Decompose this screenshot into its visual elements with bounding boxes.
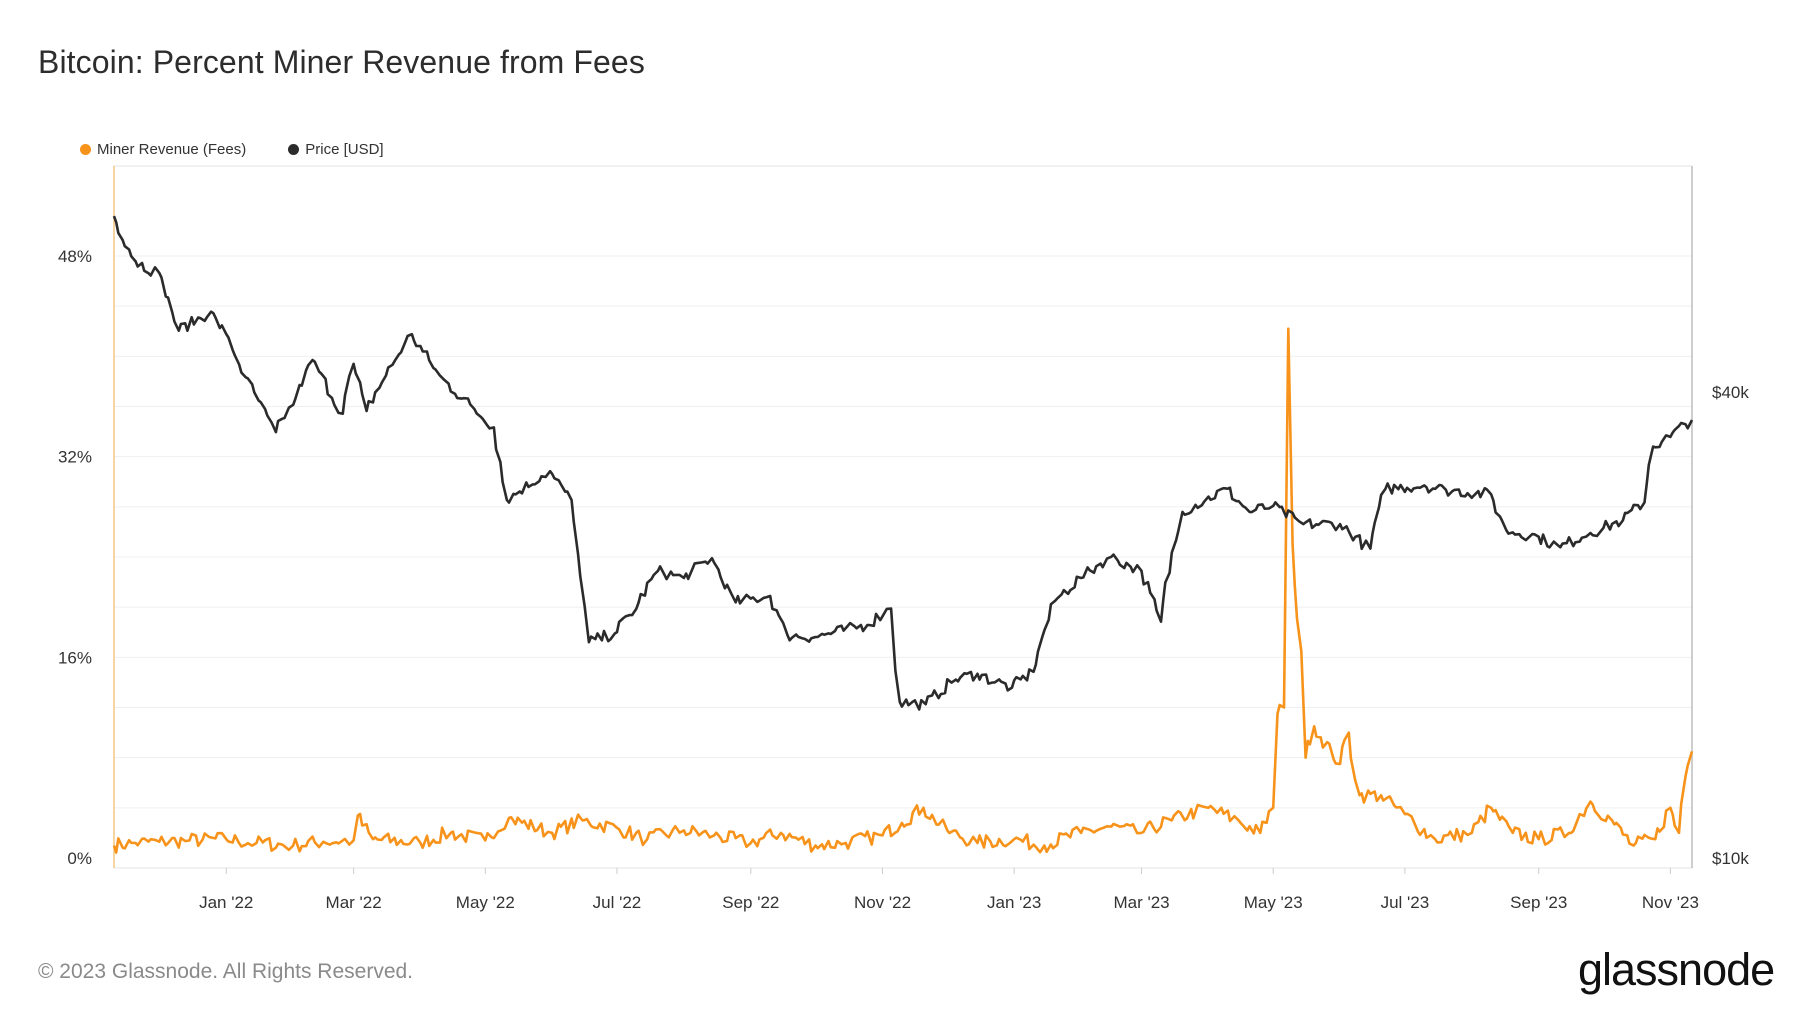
legend-label-price: Price [USD]	[305, 141, 384, 158]
plot-border	[113, 165, 1693, 869]
grid-lines	[114, 255, 1692, 809]
copyright-footer: © 2023 Glassnode. All Rights Reserved.	[38, 960, 414, 983]
legend-dot-fees	[80, 144, 91, 155]
x-axis: Jan '22 Mar '22 May '22 Jul '22 Sep '22 Nov '…	[199, 868, 1699, 912]
y-left-tick-label: 16%	[58, 648, 92, 667]
series-line-fees	[112, 327, 1694, 854]
legend-dot-price	[288, 144, 300, 155]
y-axis-right: $10k $40k	[1712, 383, 1749, 868]
series-line-price	[112, 215, 1694, 711]
x-tick-label: Sep '22	[722, 893, 779, 912]
chart-title: Bitcoin: Percent Miner Revenue from Fees	[38, 44, 645, 80]
chart-legend: Miner Revenue (Fees) Price [USD]	[80, 141, 384, 158]
y-left-tick-label: 32%	[58, 448, 92, 467]
glassnode-logo: glassnode	[1578, 944, 1775, 995]
legend-item-fees[interactable]: Miner Revenue (Fees)	[80, 141, 246, 158]
legend-label-fees: Miner Revenue (Fees)	[97, 141, 247, 158]
y-right-tick-label: $10k	[1712, 849, 1749, 868]
x-tick-label: Nov '23	[1642, 893, 1699, 912]
y-axis-left: 0% 16% 32% 48%	[58, 247, 92, 868]
y-right-tick-label: $40k	[1712, 383, 1749, 402]
x-tick-label: Jan '23	[987, 893, 1041, 912]
x-tick-label: May '23	[1244, 893, 1303, 912]
y-left-tick-label: 0%	[67, 849, 92, 868]
x-tick-label: Jul '22	[593, 893, 642, 912]
x-tick-label: Nov '22	[854, 893, 911, 912]
legend-item-price[interactable]: Price [USD]	[288, 141, 384, 158]
x-tick-label: Jan '22	[199, 893, 253, 912]
x-tick-label: Sep '23	[1510, 893, 1567, 912]
x-tick-label: Jul '23	[1381, 893, 1430, 912]
y-left-tick-label: 48%	[58, 247, 92, 266]
x-tick-label: May '22	[456, 893, 515, 912]
x-tick-label: Mar '22	[326, 893, 382, 912]
x-tick-label: Mar '23	[1113, 893, 1169, 912]
